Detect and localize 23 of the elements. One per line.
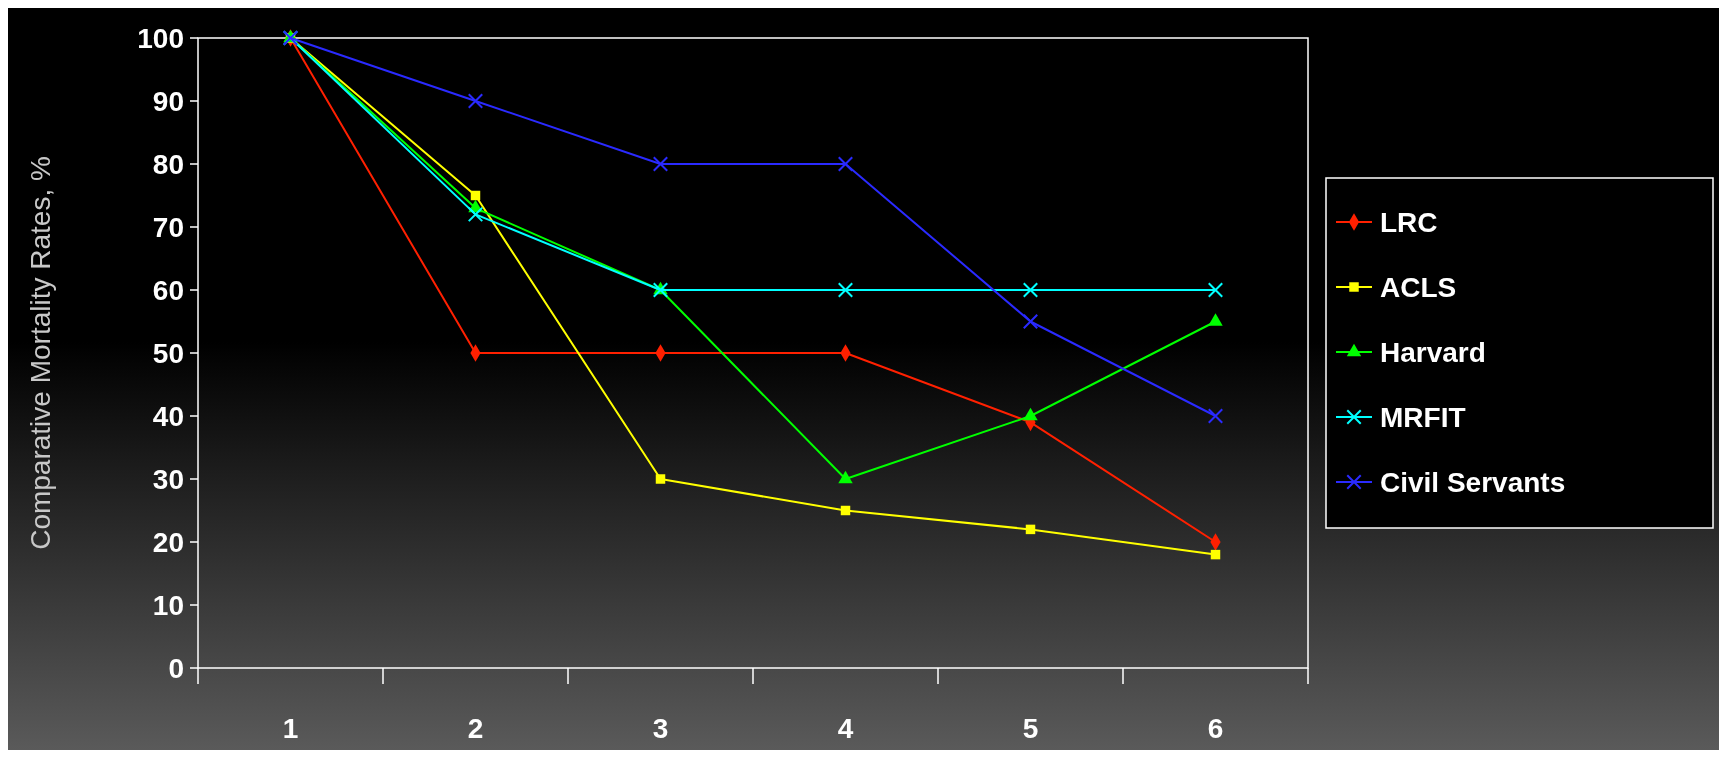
legend-label: MRFIT: [1380, 401, 1466, 433]
legend-label: LRC: [1380, 206, 1438, 238]
legend-label: Civil Servants: [1380, 466, 1566, 498]
y-tick-label: 90: [152, 85, 184, 117]
x-tick-label: 6: [1207, 713, 1224, 744]
x-tick-label: 2: [467, 713, 484, 744]
y-tick-label: 20: [152, 526, 184, 558]
x-tick-label: 5: [1022, 713, 1039, 744]
x-tick-label: 3: [652, 713, 669, 744]
y-tick-label: 50: [152, 337, 184, 369]
x-tick-label: 1: [282, 713, 299, 744]
y-tick-label: 10: [152, 589, 184, 621]
y-tick-label: 40: [152, 400, 184, 432]
y-tick-label: 30: [152, 463, 184, 495]
y-tick-label: 70: [152, 211, 184, 243]
y-axis-title: Comparative Mortality Rates, %: [25, 156, 56, 550]
x-tick-label: 4: [837, 713, 854, 744]
y-tick-label: 60: [152, 274, 184, 306]
legend-label: ACLS: [1380, 271, 1457, 303]
legend-label: Harvard: [1380, 336, 1486, 368]
y-tick-label: 0: [168, 652, 184, 684]
y-tick-label: 100: [137, 22, 184, 54]
y-tick-label: 80: [152, 148, 184, 180]
